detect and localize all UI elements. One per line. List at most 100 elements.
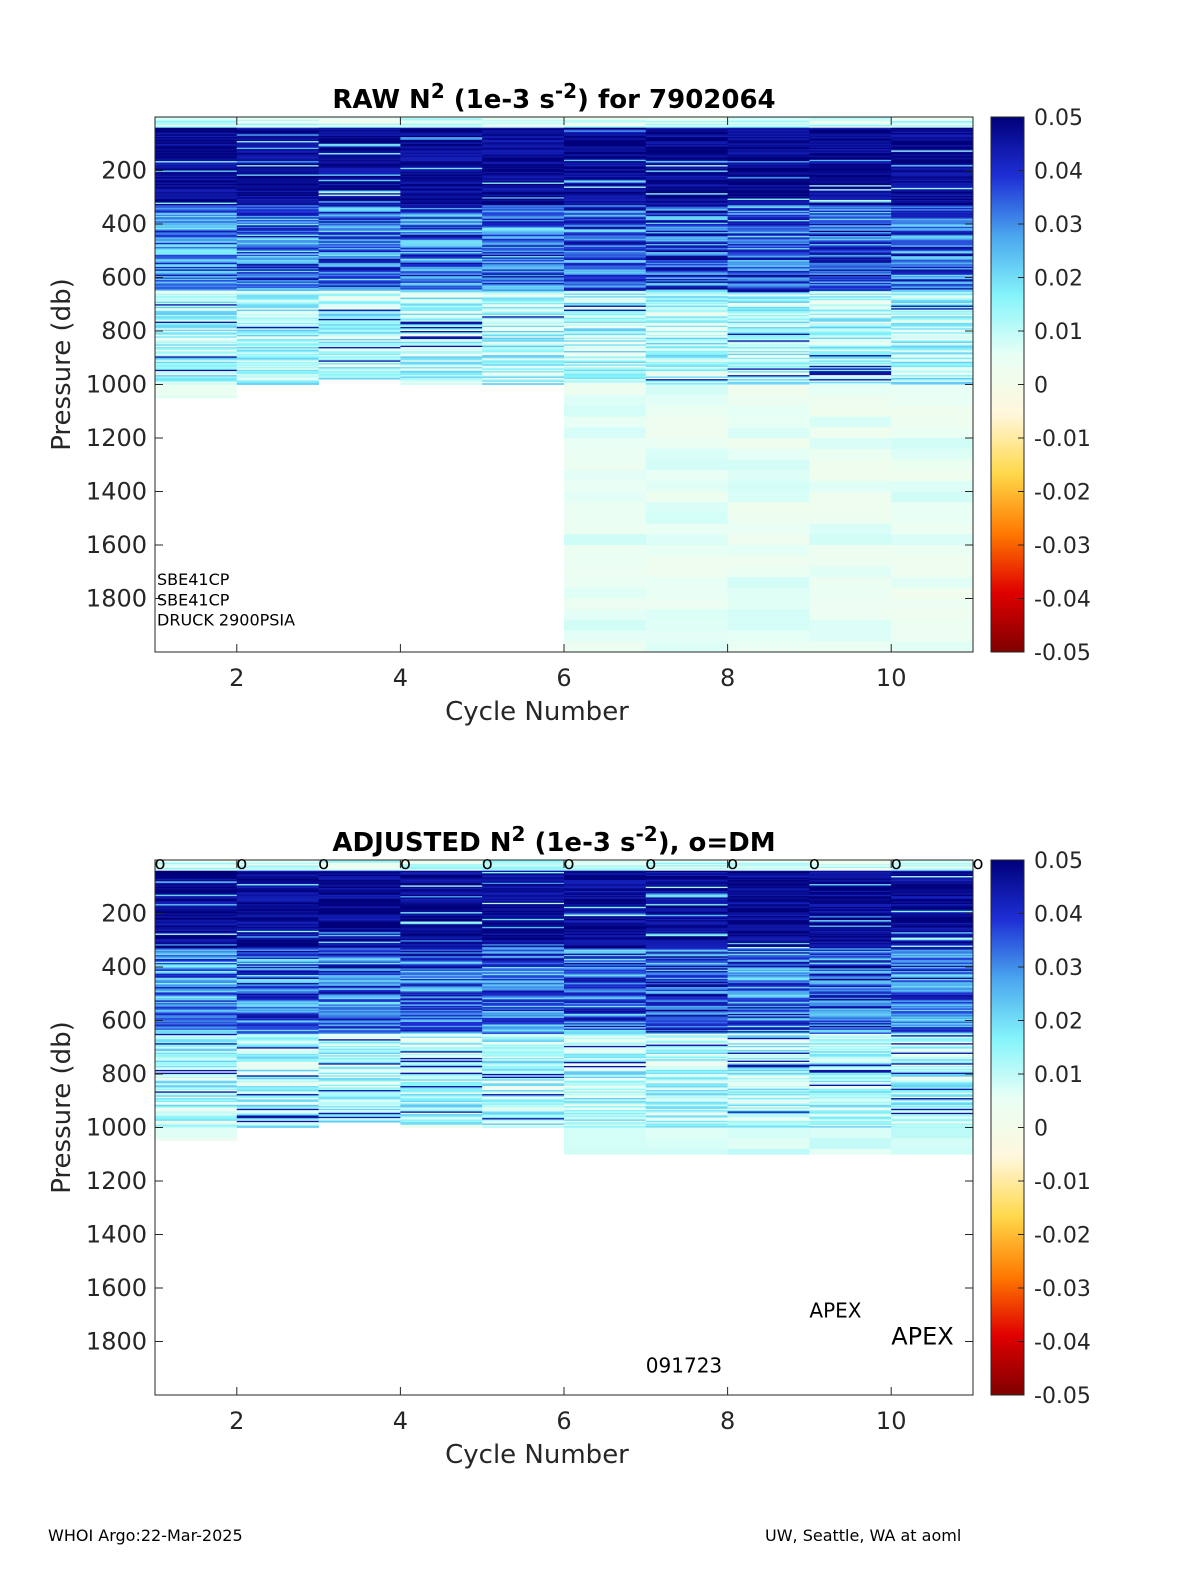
heatmap-cell	[809, 1148, 892, 1155]
heatmap-cell	[564, 254, 647, 257]
heatmap-cell	[482, 944, 565, 946]
dm-marker: o	[236, 853, 247, 874]
heatmap-cell	[236, 353, 319, 356]
heatmap-cell	[891, 360, 974, 363]
heatmap-cell	[400, 158, 483, 161]
heatmap-cell	[727, 246, 810, 249]
heatmap-cell	[727, 181, 810, 183]
heatmap-cell	[482, 975, 565, 977]
heatmap-cell	[482, 984, 565, 987]
heatmap-cell	[727, 258, 810, 261]
heatmap-cell	[645, 222, 728, 225]
heatmap-cell	[645, 314, 728, 317]
heatmap-cell	[809, 905, 892, 908]
heatmap-cell	[645, 246, 728, 249]
heatmap-cell	[809, 353, 892, 356]
heatmap-cell	[564, 904, 647, 906]
heatmap-cell	[400, 130, 483, 133]
heatmap-cell	[809, 491, 892, 503]
heatmap-cell	[891, 996, 974, 999]
heatmap-cell	[564, 962, 647, 965]
heatmap-cell	[318, 377, 401, 380]
heatmap-cell	[155, 175, 238, 178]
heatmap-cell	[400, 1116, 483, 1119]
heatmap-cell	[400, 201, 483, 203]
heatmap-cell	[400, 964, 483, 967]
heatmap-cell	[727, 238, 810, 241]
heatmap-cell	[809, 356, 892, 359]
heatmap-cell	[318, 129, 401, 131]
heatmap-cell	[482, 1023, 565, 1025]
heatmap-cell	[400, 123, 483, 126]
heatmap-cell	[727, 1126, 810, 1128]
heatmap-cell	[727, 1009, 810, 1012]
heatmap-cell	[891, 870, 974, 873]
heatmap-cell	[727, 215, 810, 218]
heatmap-cell	[809, 154, 892, 157]
heatmap-cell	[891, 1098, 974, 1100]
heatmap-cell	[564, 933, 647, 936]
heatmap-cell	[645, 1083, 728, 1086]
heatmap-cell	[564, 1037, 647, 1040]
heatmap-cell	[236, 937, 319, 940]
heatmap-cell	[318, 952, 401, 955]
dm-marker: o	[563, 853, 574, 874]
heatmap-cell	[891, 862, 974, 865]
heatmap-cell	[155, 201, 238, 203]
heatmap-cell	[645, 1106, 728, 1108]
heatmap-cell	[727, 941, 810, 944]
heatmap-cell	[482, 906, 565, 909]
heatmap-cell	[809, 308, 892, 310]
heatmap-cell	[809, 1035, 892, 1037]
heatmap-cell	[564, 236, 647, 238]
heatmap-cell	[891, 368, 974, 371]
heatmap-cell	[400, 301, 483, 304]
heatmap-cell	[727, 630, 810, 642]
heatmap-cell	[891, 1069, 974, 1072]
heatmap-cell	[155, 1057, 238, 1060]
heatmap-cell	[891, 134, 974, 137]
heatmap-cell	[891, 921, 974, 924]
heatmap-cell	[645, 376, 728, 379]
heatmap-cell	[318, 882, 401, 885]
heatmap-cell	[400, 361, 483, 364]
heatmap-cell	[236, 130, 319, 133]
heatmap-cell	[891, 306, 974, 309]
heatmap-cell	[318, 920, 401, 922]
heatmap-cell	[482, 137, 565, 139]
heatmap-cell	[318, 1044, 401, 1047]
heatmap-cell	[318, 987, 401, 989]
heatmap-cell	[564, 146, 647, 149]
heatmap-cell	[809, 289, 892, 292]
heatmap-cell	[318, 936, 401, 938]
heatmap-cell	[155, 1096, 238, 1099]
heatmap-cell	[236, 141, 319, 143]
heatmap-cell	[727, 888, 810, 890]
heatmap-cell	[318, 1115, 401, 1118]
heatmap-cell	[891, 214, 974, 217]
heatmap-cell	[727, 211, 810, 214]
heatmap-cell	[809, 1019, 892, 1021]
heatmap-cell	[155, 1087, 238, 1090]
heatmap-cell	[891, 491, 974, 503]
heatmap-cell	[564, 320, 647, 323]
heatmap-column	[155, 117, 238, 399]
heatmap-cell	[645, 1040, 728, 1043]
heatmap-cell	[155, 1035, 238, 1037]
heatmap-cell	[564, 1039, 647, 1041]
heatmap-cell	[809, 1084, 892, 1087]
heatmap-cell	[891, 363, 974, 365]
heatmap-cell	[236, 229, 319, 232]
heatmap-cell	[400, 1007, 483, 1009]
heatmap-cell	[318, 1074, 401, 1076]
heatmap-cell	[400, 946, 483, 949]
heatmap-cell	[400, 375, 483, 377]
heatmap-cell	[236, 1094, 319, 1096]
heatmap-cell	[236, 191, 319, 194]
heatmap-cell	[236, 274, 319, 277]
dm-marker: o	[972, 853, 983, 874]
heatmap-cell	[809, 922, 892, 925]
heatmap-cell	[891, 1031, 974, 1033]
heatmap-cell	[727, 262, 810, 265]
